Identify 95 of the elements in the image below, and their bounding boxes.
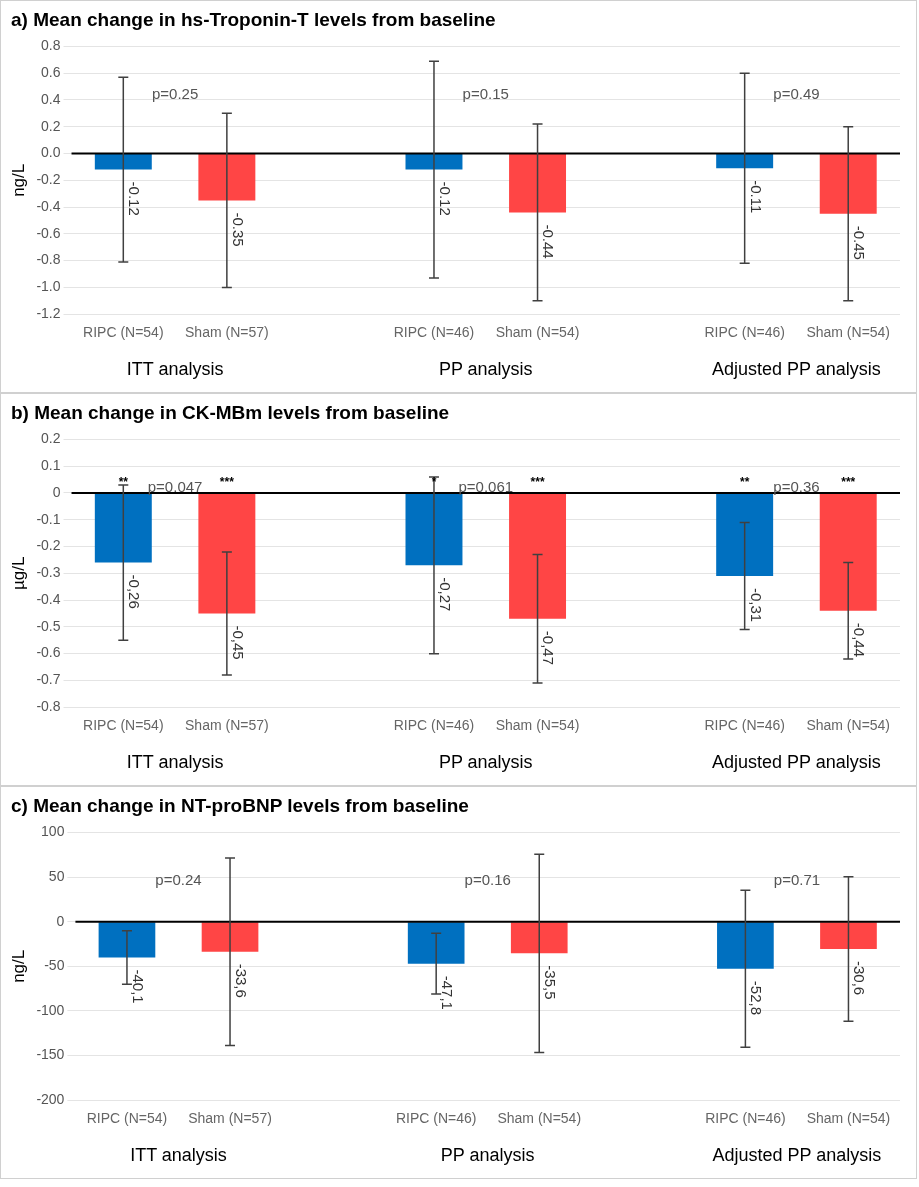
x-tick-label: Sham (N=57) xyxy=(185,717,269,734)
x-tick-label: RIPC (N=46) xyxy=(704,717,785,734)
data-label: -0.11 xyxy=(747,180,765,214)
annotation: ** xyxy=(739,475,750,490)
data-label: -35,5 xyxy=(542,965,560,1000)
x-tick-label: Sham (N=54) xyxy=(806,1110,891,1127)
y-tick-label: 0.8 xyxy=(41,37,61,54)
y-tick-label: 0.1 xyxy=(41,457,61,474)
text: ITT analysis xyxy=(126,752,224,773)
y-tick-label: -100 xyxy=(36,1001,65,1018)
chart-title: c) Mean change in NT-proBNP levels from baseline xyxy=(10,794,470,818)
annotation: p=0.49 xyxy=(773,84,820,102)
annotation: *** xyxy=(841,475,856,490)
annotation: ** xyxy=(118,475,129,490)
annotation: p=0.24 xyxy=(155,870,202,888)
annotation: p=0.15 xyxy=(462,84,509,102)
y-tick-label: -0.3 xyxy=(36,564,61,581)
y-tick-label: -0.8 xyxy=(36,251,61,268)
y-tick-label: -200 xyxy=(36,1091,65,1108)
data-label: -0,27 xyxy=(436,577,454,612)
y-tick-label: -0.2 xyxy=(36,537,61,554)
x-tick-label: Sham (N=54) xyxy=(495,717,580,734)
annotation: *** xyxy=(219,475,235,490)
x-tick-label: RIPC (N=46) xyxy=(395,1110,477,1127)
y-tick-label: -0.2 xyxy=(36,171,61,188)
x-tick-label: RIPC (N=46) xyxy=(393,324,475,341)
y-tick-label: 0 xyxy=(56,912,65,929)
x-tick-label: Sham (N=54) xyxy=(806,324,891,341)
y-tick-label: -0.1 xyxy=(36,510,61,527)
y-tick-label: -0.8 xyxy=(36,698,61,715)
x-tick-label: RIPC (N=54) xyxy=(86,1110,168,1127)
y-tick-label: 0.6 xyxy=(41,64,61,81)
annotation: p=0.16 xyxy=(464,870,511,888)
y-tick-label: 0.2 xyxy=(41,117,61,134)
y-tick-label: -0.6 xyxy=(36,224,61,241)
y-tick-label: 50 xyxy=(48,867,65,884)
y-tick-label: 100 xyxy=(41,823,65,840)
annotation: p=0.061 xyxy=(458,477,514,495)
annotation: p=0.36 xyxy=(773,477,820,495)
y-axis-title: µg/L xyxy=(8,556,28,591)
data-label: -0.12 xyxy=(436,181,454,216)
text: PP analysis xyxy=(438,359,533,380)
x-tick-label: Sham (N=54) xyxy=(806,717,891,734)
text: PP analysis xyxy=(440,1145,535,1166)
chart-title: b) Mean change in CK-MBm levels from baseline xyxy=(10,401,451,425)
x-tick-label: Sham (N=54) xyxy=(497,1110,582,1127)
data-label: -0,31 xyxy=(747,587,765,623)
x-tick-label: RIPC (N=46) xyxy=(704,324,785,341)
y-tick-label: 0.2 xyxy=(41,430,61,447)
y-tick-label: -0.5 xyxy=(36,617,61,634)
x-tick-label: Sham (N=54) xyxy=(495,324,580,341)
chart-title: a) Mean change in hs-Troponin-T levels from baseline xyxy=(10,8,497,32)
data-label: -47,1 xyxy=(439,975,457,1010)
text: Adjusted PP analysis xyxy=(712,752,881,773)
y-tick-label: 0 xyxy=(52,483,61,500)
data-label: -40,1 xyxy=(129,969,147,1004)
x-tick-label: RIPC (N=46) xyxy=(393,717,475,734)
data-label: -0.12 xyxy=(126,181,144,216)
annotation: p=0.047 xyxy=(147,477,203,495)
annotation: p=0.71 xyxy=(773,870,821,888)
x-tick-label: RIPC (N=54) xyxy=(83,324,164,341)
y-axis-title: ng/L xyxy=(8,163,28,197)
text: PP analysis xyxy=(438,752,533,773)
data-label: -0,45 xyxy=(229,625,247,660)
data-label: -0,44 xyxy=(851,622,869,657)
x-tick-label: Sham (N=57) xyxy=(185,324,269,341)
data-label: -0.35 xyxy=(229,212,247,247)
data-label: -33,6 xyxy=(232,963,250,998)
y-tick-label: -150 xyxy=(36,1046,65,1063)
annotation: *** xyxy=(530,475,545,490)
y-tick-label: -0.6 xyxy=(36,644,61,661)
data-label: -0.45 xyxy=(851,225,869,260)
data-label: -0,26 xyxy=(126,574,144,609)
x-tick-label: Sham (N=57) xyxy=(188,1110,272,1127)
y-tick-label: -0.7 xyxy=(36,671,61,688)
data-label: -52,8 xyxy=(748,980,766,1015)
x-tick-label: RIPC (N=54) xyxy=(83,717,164,734)
annotation: * xyxy=(431,475,437,490)
text: Adjusted PP analysis xyxy=(712,1145,882,1166)
y-axis-title: ng/L xyxy=(8,949,28,983)
y-tick-label: 0.0 xyxy=(41,144,61,161)
y-tick-label: -1.2 xyxy=(36,305,61,322)
y-tick-label: -1.0 xyxy=(36,278,61,295)
text: ITT analysis xyxy=(130,1145,227,1166)
text: ITT analysis xyxy=(126,359,224,380)
y-tick-label: -50 xyxy=(44,957,65,974)
y-tick-label: 0.4 xyxy=(41,90,61,107)
x-tick-label: RIPC (N=46) xyxy=(705,1110,786,1127)
data-label: -0,47 xyxy=(540,630,558,666)
annotation: p=0.25 xyxy=(151,84,199,102)
y-tick-label: -0.4 xyxy=(36,197,61,214)
data-label: -0.44 xyxy=(540,224,558,259)
text: Adjusted PP analysis xyxy=(712,359,881,380)
data-label: -30,6 xyxy=(851,960,869,996)
y-tick-label: -0.4 xyxy=(36,590,61,607)
